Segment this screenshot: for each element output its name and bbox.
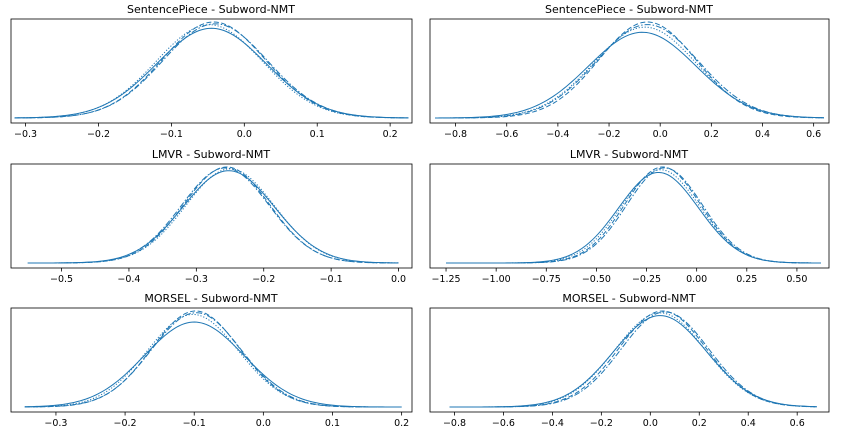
density-curve-dashed (435, 21, 824, 119)
x-tick-label: −1.00 (482, 274, 511, 285)
x-tick-label: −0.6 (495, 129, 518, 140)
density-curve-solid (27, 170, 399, 264)
x-tick-label: −1.25 (431, 274, 460, 285)
x-tick-label: −0.2 (252, 274, 275, 285)
density-curves (446, 166, 821, 264)
density-curve-solid (449, 315, 817, 408)
x-tick-label: −0.5 (50, 274, 73, 285)
x-axis-ticks: −1.25 −1.00 −0.75 −0.50 −0.25 0.00 0.25 0.50 (431, 268, 807, 285)
density-curve-dotted (435, 26, 824, 119)
density-curve-solid (446, 171, 821, 264)
x-tick-label: −0.6 (492, 418, 515, 429)
density-curve-dashed (24, 310, 402, 408)
x-tick-label: −0.1 (160, 129, 183, 140)
density-curves (14, 21, 409, 119)
x-tick-label: −0.2 (590, 418, 613, 429)
subplot-morsel-right: MORSEL - Subword-NMT −0.8 −0.6 −0.4 −0.2 0.0… (429, 292, 830, 429)
x-tick-label: −0.1 (183, 418, 206, 429)
density-curve-solid (24, 321, 402, 408)
density-curves (449, 310, 817, 408)
subplot-sentencepiece-right: SentencePiece - Subword-NMT −0.8 −0.6 −0.4… (429, 3, 830, 140)
x-tick-label: 0.00 (686, 274, 707, 285)
subplot-sentencepiece-left: SentencePiece - Subword-NMT −0.3 −0.2 −0.1… (10, 3, 413, 140)
x-tick-label: 0.2 (394, 418, 409, 429)
x-tick-label: −0.75 (532, 274, 561, 285)
subplot-title: SentencePiece - Subword-NMT (545, 3, 713, 16)
x-axis-ticks: −0.3 −0.2 −0.1 0.0 0.1 0.2 (44, 412, 409, 429)
plot-frame (429, 163, 830, 269)
density-curve-dotted (449, 312, 817, 408)
x-tick-label: −0.25 (632, 274, 661, 285)
x-tick-label: −0.2 (114, 418, 137, 429)
x-tick-label: −0.4 (541, 418, 564, 429)
x-tick-label: 0.4 (755, 129, 770, 140)
x-tick-label: 0.1 (310, 129, 325, 140)
x-axis-ticks: −0.8 −0.6 −0.4 −0.2 0.0 0.2 0.4 0.6 (443, 412, 805, 429)
x-tick-label: −0.4 (117, 274, 140, 285)
density-curve-solid (14, 27, 409, 119)
density-curve-dashed (446, 166, 821, 264)
density-curve-dotted (14, 24, 409, 119)
x-tick-label: 0.6 (806, 129, 821, 140)
x-tick-label: 0.6 (790, 418, 805, 429)
plot-frame (10, 307, 413, 413)
x-tick-label: 0.50 (786, 274, 807, 285)
x-tick-label: 0.1 (325, 418, 340, 429)
x-tick-label: 0.4 (741, 418, 756, 429)
density-curves (27, 166, 399, 264)
plot-frame (10, 18, 413, 124)
x-tick-label: 0.0 (643, 418, 658, 429)
x-tick-label: −0.2 (598, 129, 621, 140)
x-tick-label: −0.2 (87, 129, 110, 140)
density-curves (435, 21, 824, 119)
x-tick-label: 0.0 (653, 129, 668, 140)
x-axis-ticks: −0.8 −0.6 −0.4 −0.2 0.0 0.2 0.4 0.6 (444, 123, 821, 140)
subplot-lmvr-right: LMVR - Subword-NMT −1.25 −1.00 −0.75 −0.50−… (429, 148, 830, 285)
plot-frame (429, 307, 830, 413)
subplot-title: LMVR - Subword-NMT (152, 148, 270, 161)
density-curve-dotted (27, 168, 399, 264)
density-curve-dashdot (24, 312, 402, 408)
density-curve-dashdot (14, 23, 409, 119)
x-tick-label: −0.1 (320, 274, 343, 285)
x-tick-label: −0.3 (14, 129, 37, 140)
x-tick-label: 0.0 (256, 418, 271, 429)
plot-frame (429, 18, 830, 124)
x-tick-label: −0.50 (582, 274, 611, 285)
x-tick-label: 0.2 (704, 129, 719, 140)
density-curve-solid (435, 31, 824, 119)
x-tick-label: 0.0 (237, 129, 252, 140)
density-curve-dashdot (449, 311, 817, 408)
x-tick-label: 0.0 (391, 274, 406, 285)
subplot-lmvr-left: LMVR - Subword-NMT −0.5 −0.4 −0.3 −0.2 −0.1 0… (10, 148, 413, 285)
x-tick-label: 0.25 (736, 274, 757, 285)
density-curve-dashdot (435, 24, 824, 119)
subplot-morsel-left: MORSEL - Subword-NMT −0.3 −0.2 −0.1 0.0 0.1 0… (10, 292, 413, 429)
subplot-title: SentencePiece - Subword-NMT (127, 3, 295, 16)
x-tick-label: 0.2 (383, 129, 398, 140)
density-curve-dashdot (446, 167, 821, 264)
density-curves (24, 310, 402, 408)
x-tick-label: −0.8 (443, 418, 466, 429)
x-tick-label: −0.4 (546, 129, 569, 140)
plot-frame (10, 163, 413, 269)
x-tick-label: −0.3 (44, 418, 67, 429)
x-tick-label: −0.8 (444, 129, 467, 140)
x-tick-label: 0.2 (692, 418, 707, 429)
subplot-title: MORSEL - Subword-NMT (562, 292, 695, 305)
x-axis-ticks: −0.3 −0.2 −0.1 0.0 0.1 0.2 (14, 123, 398, 140)
density-curve-dotted (24, 313, 402, 408)
x-tick-label: −0.3 (185, 274, 208, 285)
x-axis-ticks: −0.5 −0.4 −0.3 −0.2 −0.1 0.0 (50, 268, 406, 285)
density-curve-dashed (27, 166, 399, 264)
density-curve-dashed (449, 310, 817, 408)
density-curve-dashed (14, 21, 409, 119)
subplot-title: MORSEL - Subword-NMT (144, 292, 277, 305)
subplot-title: LMVR - Subword-NMT (570, 148, 688, 161)
density-curve-dotted (446, 169, 821, 264)
density-curve-dashdot (27, 167, 399, 264)
